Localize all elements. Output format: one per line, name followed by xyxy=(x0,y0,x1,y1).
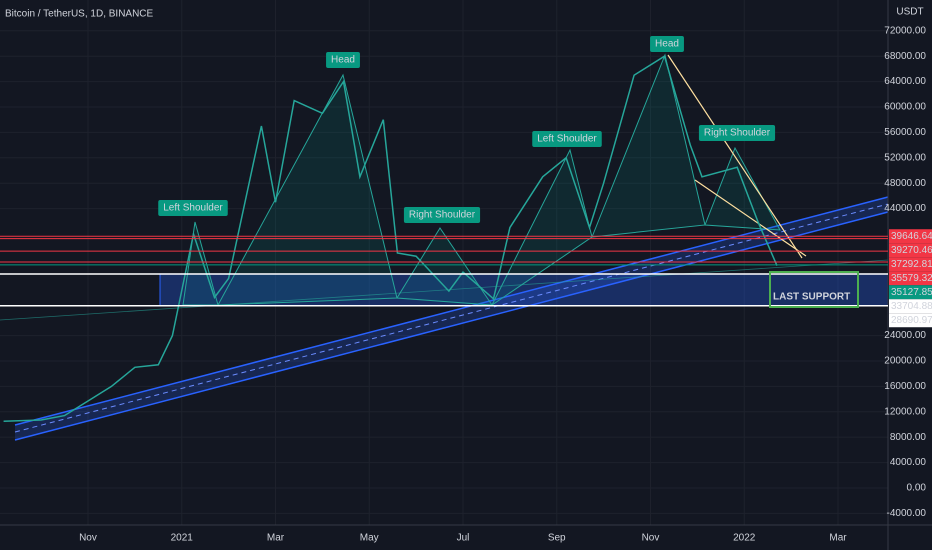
y-tick-label: 48000.00 xyxy=(884,178,926,189)
level-label-bg xyxy=(889,229,932,244)
annotation: Head xyxy=(331,55,355,66)
x-tick-label: Nov xyxy=(642,533,660,544)
y-tick-label: 8000.00 xyxy=(890,432,927,443)
y-tick-label: 20000.00 xyxy=(884,356,926,367)
level-label: 39646.64 xyxy=(891,231,932,242)
pattern xyxy=(182,221,219,306)
pattern xyxy=(396,227,493,306)
pattern xyxy=(490,148,593,307)
pattern xyxy=(591,53,706,238)
x-tick-label: Sep xyxy=(548,533,566,544)
y-tick-label: 24000.00 xyxy=(884,330,926,341)
y-tick-label: 4000.00 xyxy=(890,457,927,468)
trendline xyxy=(694,179,807,257)
y-tick-label: 72000.00 xyxy=(884,25,926,36)
y-tick-label: 56000.00 xyxy=(884,127,926,138)
annotation: Right Shoulder xyxy=(704,128,771,139)
y-tick-label: 44000.00 xyxy=(884,203,926,214)
patterns xyxy=(182,53,781,307)
x-tick-label: Nov xyxy=(79,533,97,544)
y-tick-label: -4000.00 xyxy=(887,508,927,519)
level-label: 33704.88 xyxy=(891,301,932,312)
annotation-bg xyxy=(326,52,360,68)
channel xyxy=(14,196,889,441)
y-tick-label: 0.00 xyxy=(907,483,927,494)
trendline xyxy=(0,259,889,321)
y-tick-label: 60000.00 xyxy=(884,102,926,113)
level-label-bg xyxy=(889,257,932,272)
annotation: Left Shoulder xyxy=(537,134,597,145)
level-label: 35127.85 xyxy=(891,287,932,298)
pattern xyxy=(704,146,781,231)
annotation: Right Shoulder xyxy=(409,210,476,221)
level-label: 39270.46 xyxy=(891,245,932,256)
y-axis-label: USDT xyxy=(896,7,923,18)
last-support-box xyxy=(769,271,859,308)
y-tick-label: 52000.00 xyxy=(884,152,926,163)
annotation: Head xyxy=(655,39,679,50)
x-tick-label: Jul xyxy=(457,533,470,544)
x-tick-label: 2021 xyxy=(171,533,194,544)
annotation: Left Shoulder xyxy=(163,203,223,214)
x-tick-label: May xyxy=(360,533,379,544)
x-tick-label: 2022 xyxy=(733,533,756,544)
level-label-bg xyxy=(889,313,932,328)
annotation-bg xyxy=(158,200,228,216)
y-tick-label: 64000.00 xyxy=(884,76,926,87)
chart-title: Bitcoin / TetherUS, 1D, BINANCE xyxy=(5,9,154,20)
level-label-bg xyxy=(889,299,932,314)
channel-bottom xyxy=(14,211,889,441)
y-tick-label: 68000.00 xyxy=(884,51,926,62)
annotation-bg xyxy=(532,131,602,147)
channel-top xyxy=(14,196,889,426)
trendline xyxy=(667,54,803,259)
level-label-bg xyxy=(889,285,932,300)
price-line xyxy=(3,55,778,423)
level-label: 37292.81 xyxy=(891,259,932,270)
annotation-bg xyxy=(650,36,684,52)
x-tick-label: Mar xyxy=(267,533,285,544)
y-tick-label: 12000.00 xyxy=(884,406,926,417)
annotation-bg xyxy=(698,125,776,141)
level-label: 28690.97 xyxy=(891,315,932,326)
support-zone xyxy=(159,273,889,307)
annotation: LAST SUPPORT xyxy=(773,292,850,303)
channel-mid xyxy=(14,203,889,433)
y-tick-label: 16000.00 xyxy=(884,381,926,392)
annotation-bg xyxy=(403,207,481,223)
level-label: 35579.32 xyxy=(891,273,932,284)
level-label-bg xyxy=(889,243,932,258)
level-label-bg xyxy=(889,271,932,286)
x-tick-label: Mar xyxy=(829,533,847,544)
